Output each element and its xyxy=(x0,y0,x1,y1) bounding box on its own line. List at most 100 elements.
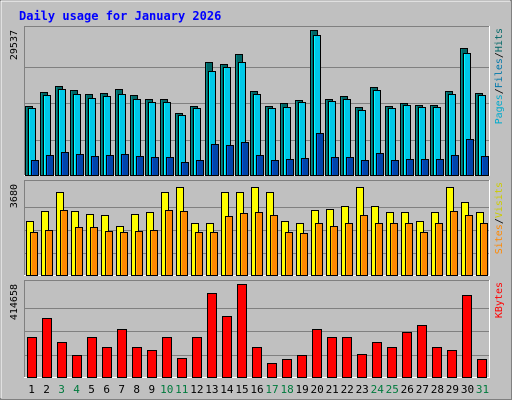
bar-pages xyxy=(481,156,489,176)
bar-pages xyxy=(301,158,309,176)
x-tick-label: 10 xyxy=(160,383,173,396)
bar-body xyxy=(31,160,39,176)
bar-body xyxy=(331,157,339,176)
bar-sites xyxy=(420,232,428,276)
bar-body xyxy=(102,347,112,378)
bar-kbytes xyxy=(297,355,307,378)
bar-sites xyxy=(180,211,188,276)
bar-pages xyxy=(61,152,69,176)
x-tick-label: 17 xyxy=(265,383,278,396)
bar-pages xyxy=(331,157,339,176)
x-tick-label: 29 xyxy=(446,383,459,396)
bar-body xyxy=(241,142,249,176)
bar-sites xyxy=(105,231,113,276)
bar-kbytes xyxy=(162,337,172,378)
bar-body xyxy=(267,363,277,378)
bar-sites xyxy=(240,213,248,276)
bar-kbytes xyxy=(117,329,127,378)
bar-body xyxy=(300,233,308,276)
bar-body xyxy=(286,159,294,176)
bar-pages xyxy=(226,145,234,176)
x-tick-label: 4 xyxy=(73,383,80,396)
bar-kbytes xyxy=(252,347,262,378)
bar-body xyxy=(390,223,398,276)
bar-kbytes xyxy=(402,332,412,378)
x-tick-label: 8 xyxy=(133,383,140,396)
bar-body xyxy=(285,232,293,276)
bar-body xyxy=(180,211,188,276)
bar-body xyxy=(301,158,309,176)
bar-body xyxy=(150,230,158,276)
bar-pages xyxy=(421,159,429,176)
bar-body xyxy=(312,329,322,378)
bar-sites xyxy=(195,232,203,276)
bar-kbytes xyxy=(462,295,472,378)
bar-pages xyxy=(316,133,324,176)
bar-body xyxy=(192,337,202,378)
bar-kbytes xyxy=(177,358,187,378)
legend-entry: Hits xyxy=(494,28,505,52)
bar-sites xyxy=(90,227,98,276)
bar-body xyxy=(30,232,38,276)
bar-body xyxy=(252,347,262,378)
bar-body xyxy=(315,223,323,276)
bar-pages xyxy=(211,144,219,176)
bar-body xyxy=(327,337,337,378)
bar-pages xyxy=(136,156,144,176)
panel-legend: Sites/Visits xyxy=(494,182,505,254)
bar-body xyxy=(225,216,233,276)
bar-kbytes xyxy=(207,293,217,378)
bar-sites xyxy=(390,223,398,276)
bar-body xyxy=(402,332,412,378)
chart-title: Daily usage for January 2026 xyxy=(19,9,221,23)
bar-pages xyxy=(31,160,39,176)
bar-body xyxy=(376,153,384,176)
bar-body xyxy=(297,355,307,378)
bar-body xyxy=(120,232,128,276)
bar-kbytes xyxy=(387,347,397,378)
x-tick-label: 25 xyxy=(386,383,399,396)
bar-pages xyxy=(406,159,414,176)
bar-body xyxy=(417,325,427,378)
bar-kbytes xyxy=(192,337,202,378)
bar-sites xyxy=(165,210,173,276)
bar-pages xyxy=(121,154,129,176)
bar-sites xyxy=(30,232,38,276)
bar-body xyxy=(256,155,264,176)
chart-panels: 29537Pages/Files/Hits3680Sites/Visits414… xyxy=(9,26,505,378)
bar-pages xyxy=(361,160,369,176)
bar-body xyxy=(105,231,113,276)
bar-kbytes xyxy=(87,337,97,378)
bar-pages xyxy=(166,157,174,176)
bar-kbytes xyxy=(417,325,427,378)
bar-body xyxy=(90,227,98,276)
bar-pages xyxy=(46,155,54,176)
legend-entry: Visits xyxy=(494,182,505,218)
x-tick-label: 21 xyxy=(326,383,339,396)
bar-sites xyxy=(315,223,323,276)
bar-body xyxy=(60,210,68,276)
bar-body xyxy=(372,342,382,378)
bar-body xyxy=(346,157,354,176)
bar-body xyxy=(165,210,173,276)
bar-body xyxy=(226,145,234,176)
bar-body xyxy=(465,215,473,276)
x-tick-label: 22 xyxy=(341,383,354,396)
bar-sites xyxy=(360,215,368,276)
bar-kbytes xyxy=(312,329,322,378)
bar-body xyxy=(345,223,353,276)
legend-entry: Sites xyxy=(494,224,505,254)
x-tick-label: 24 xyxy=(371,383,385,396)
bar-kbytes xyxy=(237,284,247,378)
x-tick-label: 27 xyxy=(416,383,429,396)
bar-sites xyxy=(480,223,488,276)
y-max-label: 414658 xyxy=(9,284,20,320)
bar-body xyxy=(330,226,338,276)
bar-sites xyxy=(330,226,338,276)
panel-bottom: 414658 KBytes xyxy=(9,280,505,378)
bar-body xyxy=(466,139,474,176)
bar-sites xyxy=(405,223,413,276)
x-tick-label: 13 xyxy=(205,383,218,396)
bar-body xyxy=(255,212,263,276)
bar-body xyxy=(135,231,143,276)
